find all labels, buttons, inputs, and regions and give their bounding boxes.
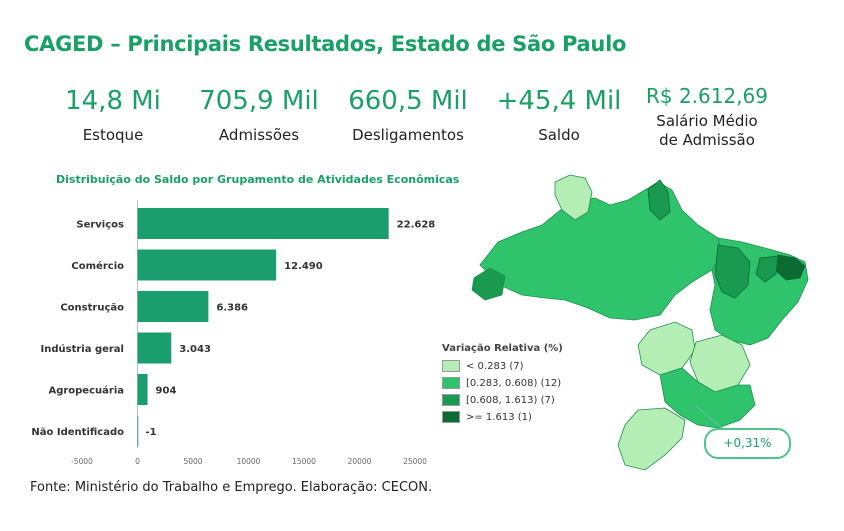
map-state-rn	[755, 255, 779, 283]
legend-label: < 0.283 (7)	[466, 360, 524, 372]
legend-label: [0.283, 0.608) (12)	[466, 377, 562, 389]
map-state-mt	[637, 321, 696, 376]
category-label: Serviços	[76, 220, 124, 231]
source-note: Fonte: Ministério do Trabalho e Emprego.…	[30, 480, 433, 495]
legend-label: >= 1.613 (1)	[466, 411, 532, 423]
map-state-rr	[554, 174, 593, 221]
chart-title: Distribuição do Saldo por Grupamento de …	[56, 173, 460, 186]
legend-item: [0.608, 1.613) (7)	[442, 394, 563, 406]
value-label: 22.628	[397, 220, 436, 231]
legend-swatch	[442, 411, 460, 423]
legend-swatch	[442, 360, 460, 372]
callout-badge: +0,31%	[704, 428, 791, 459]
kpi-value: 705,9 Mil	[199, 86, 319, 116]
x-tick-label: 25000	[403, 457, 427, 466]
map-region-southeast	[659, 367, 756, 429]
page-title: CAGED – Principais Resultados, Estado de…	[24, 32, 627, 56]
kpi-label-line: de Admissão	[659, 131, 755, 149]
x-tick-label: 15000	[292, 457, 316, 466]
x-tick-label: -5000	[71, 457, 93, 466]
category-label: Agropecuária	[48, 385, 124, 397]
kpi-value: R$ 2.612,69	[645, 84, 769, 108]
map-region-south	[617, 407, 686, 471]
map-state-ma	[714, 244, 751, 299]
kpi-desligamentos: 660,5 Mil Desligamentos	[342, 86, 474, 144]
bar	[137, 208, 389, 239]
legend-item: [0.283, 0.608) (12)	[442, 377, 563, 389]
kpi-value: +45,4 Mil	[496, 86, 622, 116]
legend-swatch	[442, 394, 460, 406]
map-region-north	[479, 181, 723, 321]
kpi-estoque: 14,8 Mi Estoque	[58, 86, 168, 144]
x-tick-label: 0	[135, 457, 140, 466]
kpi-label: Salário Médio de Admissão	[640, 112, 774, 150]
kpi-label-line: Salário Médio	[656, 112, 758, 130]
category-label: Não Identificado	[31, 427, 124, 438]
legend-swatch	[442, 377, 460, 389]
x-tick-label: 10000	[237, 457, 261, 466]
callout-connector	[695, 405, 723, 429]
x-tick-label: 20000	[348, 457, 372, 466]
kpi-label: Estoque	[82, 126, 144, 144]
legend-item: < 0.283 (7)	[442, 360, 563, 372]
category-label: Indústria geral	[41, 343, 125, 355]
kpi-value: 14,8 Mi	[65, 86, 161, 116]
value-label: 3.043	[179, 344, 211, 355]
kpi-label: Desligamentos	[352, 126, 464, 144]
category-label: Comércio	[71, 260, 124, 272]
map-state-ap	[647, 179, 671, 221]
value-label: 12.490	[284, 261, 323, 272]
value-label: 904	[156, 386, 177, 397]
value-label: 6.386	[216, 303, 248, 314]
kpi-value: 660,5 Mil	[348, 86, 468, 116]
map-state-ac	[471, 267, 506, 301]
brazil-map	[471, 174, 809, 471]
bar	[137, 374, 148, 405]
bar	[137, 249, 277, 281]
kpi-salario: R$ 2.612,69 Salário Médio de Admissão	[640, 84, 774, 150]
legend-item: >= 1.613 (1)	[442, 411, 563, 423]
category-label: Construção	[60, 303, 124, 314]
kpi-label: Admissões	[218, 126, 300, 144]
value-label: -1	[146, 427, 157, 438]
kpi-label: Saldo	[538, 126, 580, 144]
bar	[137, 332, 172, 364]
x-tick-label: 5000	[183, 457, 202, 466]
legend-title: Variação Relativa (%)	[442, 343, 563, 354]
kpi-admissoes: 705,9 Mil Admissões	[196, 86, 322, 144]
legend-label: [0.608, 1.613) (7)	[466, 394, 555, 406]
bar-chart: Serviços 22.628 Comércio 12.490 Construção 6.…	[31, 200, 436, 466]
bar	[137, 291, 209, 322]
kpi-saldo: +45,4 Mil Saldo	[494, 86, 624, 144]
map-legend: Variação Relativa (%) < 0.283 (7) [0.283…	[442, 343, 563, 428]
bar	[137, 415, 139, 447]
